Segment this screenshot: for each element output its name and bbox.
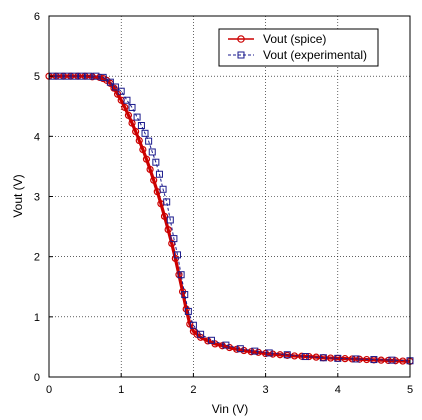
series-spice-point — [240, 346, 248, 355]
series-spice-point — [139, 145, 147, 154]
series-experimental-point — [85, 72, 93, 80]
series-experimental-point — [155, 170, 163, 178]
series-experimental-point — [92, 72, 100, 80]
series-spice-point — [182, 305, 190, 313]
series-experimental-point — [159, 185, 167, 193]
series-spice-point — [348, 355, 356, 363]
series-spice-point — [160, 212, 169, 220]
series-experimental-point — [174, 251, 182, 259]
series-experimental-point — [184, 307, 192, 315]
y-tick-label: 1 — [34, 312, 40, 324]
y-tick-label: 2 — [34, 252, 40, 264]
series-spice-point — [233, 345, 241, 353]
series-spice-point — [391, 357, 400, 365]
series-experimental-point — [207, 336, 215, 344]
grid-layer — [49, 16, 410, 377]
series-experimental-point — [189, 321, 197, 329]
series-spice-point — [269, 350, 277, 358]
series-spice-point — [164, 225, 172, 234]
tick-layer: 0 1 2 3 4 5 0 1 2 3 4 5 6 — [34, 11, 413, 396]
series-experimental-point — [222, 341, 230, 349]
series-experimental-point — [236, 345, 244, 353]
series-spice-point — [262, 349, 270, 358]
y-tick-label: 4 — [34, 131, 40, 143]
series-spice-point — [146, 165, 154, 174]
series-spice-point — [135, 136, 143, 145]
series-experimental-point — [251, 347, 259, 355]
series-experimental-point — [77, 72, 85, 80]
series-experimental-point — [99, 73, 107, 81]
x-tick-label: 1 — [118, 384, 124, 396]
series-layer — [45, 72, 414, 365]
series-experimental-point — [133, 113, 141, 121]
series-experimental-point — [177, 271, 185, 279]
series-spice-point — [247, 348, 255, 356]
x-tick-label: 4 — [335, 384, 341, 396]
series-experimental-point — [181, 291, 189, 299]
series-experimental-point — [170, 235, 178, 243]
series-spice-point — [211, 340, 219, 348]
series-spice-point — [142, 155, 151, 163]
series-experimental-point — [319, 354, 327, 362]
series-spice-point — [110, 84, 118, 92]
series-experimental-point — [117, 87, 125, 95]
series-spice-point — [124, 111, 133, 119]
series-experimental-point — [334, 354, 342, 362]
series-spice-point — [132, 127, 140, 136]
x-tick-label: 5 — [407, 384, 413, 396]
series-spice-point — [128, 119, 136, 127]
series-experimental-point — [128, 103, 136, 111]
x-axis-label: Vin (V) — [212, 402, 248, 416]
y-tick-label: 3 — [34, 192, 40, 204]
series-experimental-point — [148, 148, 156, 156]
series-experimental-point — [163, 198, 171, 206]
series-spice-point — [225, 343, 234, 352]
series-experimental-point — [352, 355, 360, 363]
series-experimental-point — [123, 96, 131, 104]
series-spice-point — [121, 103, 129, 112]
series-spice-point — [218, 342, 226, 350]
legend: Vout (spice) Vout (experimental) — [218, 28, 379, 67]
series-experimental-line — [52, 75, 411, 362]
series-spice-point — [204, 337, 212, 345]
y-tick-label: 6 — [34, 11, 40, 23]
series-experimental-point — [370, 356, 378, 364]
series-experimental-point — [166, 216, 174, 224]
series-experimental-point — [141, 129, 149, 137]
series-experimental-point — [145, 137, 153, 145]
series-experimental-point — [301, 353, 309, 361]
y-tick-label: 5 — [34, 71, 40, 83]
series-experimental-point — [388, 356, 396, 364]
series-spice-point — [363, 355, 371, 364]
series-spice-point — [298, 352, 306, 360]
series-experimental-point — [152, 158, 160, 166]
series-experimental-point — [283, 351, 291, 359]
series-spice-point — [150, 176, 158, 184]
y-axis-label: Vout (V) — [11, 174, 25, 217]
series-experimental-point — [63, 72, 71, 80]
series-experimental-point — [137, 122, 145, 130]
series-spice-point — [186, 320, 194, 328]
x-tick-label: 3 — [263, 384, 269, 396]
series-experimental-point — [111, 83, 119, 91]
legend-spice-label: Vout (spice) — [263, 32, 326, 46]
series-experimental-point — [70, 72, 78, 80]
legend-experimental-marker — [237, 51, 245, 59]
series-spice-point — [88, 73, 96, 81]
series-experimental-point — [106, 78, 114, 86]
x-tick-label: 2 — [190, 384, 196, 396]
legend-spice-marker — [237, 35, 245, 43]
series-experimental-point — [56, 72, 64, 80]
y-tick-label: 0 — [34, 372, 40, 384]
series-experimental-point — [197, 330, 205, 338]
legend-experimental-label: Vout (experimental) — [263, 48, 367, 62]
series-experimental-point — [265, 349, 273, 357]
x-tick-label: 0 — [46, 384, 52, 396]
legend-box — [218, 28, 379, 67]
